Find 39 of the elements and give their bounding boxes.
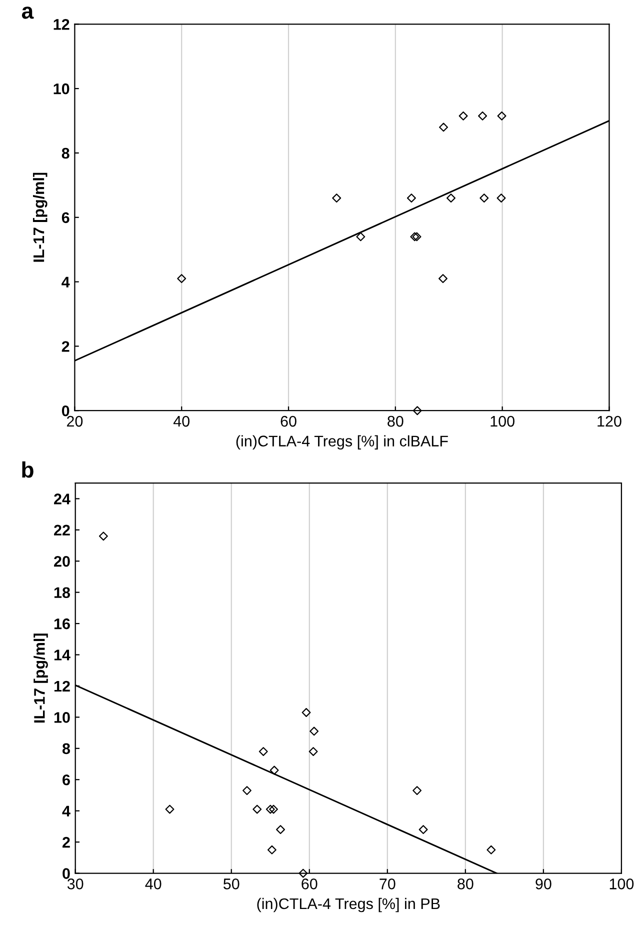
y-tick-label: 6 [62, 212, 70, 224]
x-tick-label: 100 [490, 416, 514, 427]
y-tick-label: 2 [62, 836, 70, 848]
y-tick-label: 2 [62, 341, 70, 352]
x-tick-label: 40 [173, 416, 190, 427]
x-tick-label: 30 [67, 878, 84, 890]
x-tick-label: 80 [388, 416, 404, 427]
x-tick-label: 60 [280, 416, 296, 427]
y-tick-label: 12 [54, 19, 70, 30]
y-tick-label: 20 [54, 556, 70, 567]
x-tick-label: 120 [598, 416, 622, 427]
y-tick-label: 6 [62, 774, 70, 786]
y-tick-label: 0 [62, 405, 70, 416]
y-tick-label: 8 [62, 148, 70, 159]
y-tick-label: 18 [54, 587, 70, 598]
x-tick-label: 50 [223, 878, 240, 890]
y-tick-label: 10 [54, 712, 70, 723]
y-axis-title: IL-17 [pg/ml] [34, 634, 48, 723]
y-tick-label: 22 [54, 524, 70, 536]
y-tick-label: 14 [54, 650, 70, 660]
x-tick-label: 40 [145, 878, 162, 890]
chart-title: b [22, 461, 34, 478]
x-tick-label: 90 [536, 878, 552, 890]
x-axis-title: (in)CTLA-4 Tregs [%] in PB [257, 898, 440, 912]
x-tick-label: 60 [302, 878, 318, 890]
x-axis-title: (in)CTLA-4 Tregs [%] in clBALF [236, 435, 448, 450]
x-tick-label: 70 [380, 878, 396, 890]
y-tick-label: 24 [54, 494, 70, 504]
y-tick-label: 4 [62, 806, 70, 816]
x-tick-label: 80 [458, 878, 474, 890]
y-tick-label: 12 [54, 680, 70, 692]
y-tick-label: 0 [62, 868, 70, 879]
y-tick-label: 16 [54, 618, 70, 630]
x-tick-label: 100 [610, 878, 634, 890]
y-axis-title: IL-17 [pg/ml] [32, 172, 48, 262]
y-tick-label: 8 [62, 743, 70, 754]
chart-title: a [22, 6, 34, 19]
y-tick-label: 4 [62, 276, 70, 288]
y-tick-label: 10 [54, 83, 70, 94]
